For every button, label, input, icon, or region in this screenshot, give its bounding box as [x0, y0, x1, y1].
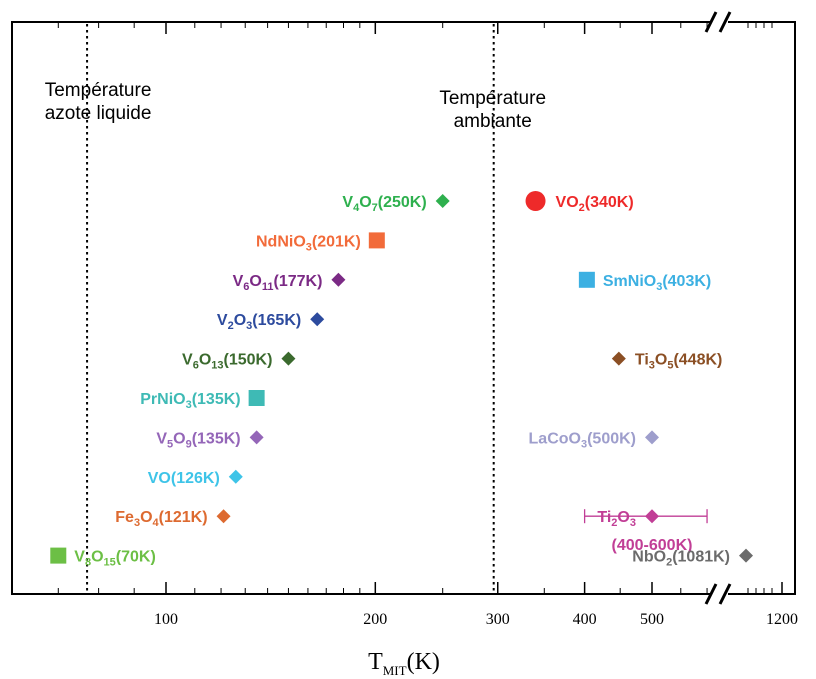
marker-diamond	[228, 469, 243, 484]
axis-break-slash	[704, 11, 718, 33]
marker-diamond	[611, 351, 626, 366]
marker-square	[368, 232, 385, 249]
point-fe3o4-121k: Fe3O4(121K)	[115, 509, 231, 529]
point-ti3o5-448k: Ti3O5(448K)	[611, 351, 723, 372]
point-v6o13-150k: V6O13(150K)	[182, 351, 296, 372]
point-label: Ti2O3	[597, 509, 636, 529]
marker-diamond	[281, 351, 296, 366]
axis-break-gap	[712, 591, 728, 597]
point-label: V6O13(150K)	[182, 352, 272, 372]
marker-diamond	[216, 509, 231, 524]
axis-break-slash	[704, 583, 718, 605]
reference-lines: Température azote liquide Température ambia…	[45, 24, 546, 594]
point-nbo2-1081k: NbO2(1081K)	[632, 548, 753, 569]
x-axis-title: TMIT(K)	[368, 649, 440, 678]
plot-frame	[11, 21, 796, 595]
point-ndnio3-201k: NdNiO3(201K)	[256, 232, 385, 253]
point-v2o3-165k: V2O3(165K)	[217, 312, 325, 332]
marker-square	[578, 271, 595, 288]
marker-diamond	[435, 194, 450, 208]
point-label: VO(126K)	[148, 470, 220, 487]
point-smnio3-403k: SmNiO3(403K)	[578, 271, 711, 293]
axis-break-gap	[712, 19, 728, 25]
marker-diamond	[331, 272, 346, 287]
point-v4o7-250k: V4O7(250K)	[342, 194, 450, 214]
point-label: VO2(340K)	[556, 194, 634, 214]
point-v5o9-135k: V5O9(135K)	[156, 430, 264, 450]
point-label: LaCoO3(500K)	[529, 430, 636, 450]
x-axis: 100 200 300 400 500 1200	[57, 22, 798, 628]
marker-diamond	[645, 509, 659, 524]
x-tick-label-400: 400	[573, 611, 597, 628]
point-lacoo3-500k: LaCoO3(500K)	[529, 430, 659, 450]
marker-diamond	[739, 548, 753, 563]
point-label: V2O3(165K)	[217, 312, 301, 332]
point-label: NbO2(1081K)	[632, 549, 730, 569]
point-vo2-340k: VO2(340K)	[525, 191, 634, 214]
point-v6o11-177k: V6O11(177K)	[233, 272, 346, 293]
point-label: NdNiO3(201K)	[256, 233, 361, 253]
marker-circle	[525, 191, 546, 211]
point-label: V5O9(135K)	[156, 430, 240, 450]
point-label: SmNiO3(403K)	[603, 273, 711, 293]
point-label: PrNiO3(135K)	[140, 391, 240, 411]
x-tick-label-100: 100	[154, 611, 178, 628]
point-v8o15-70k: V8O15(70K)	[50, 547, 156, 569]
point-vo-126k: VO(126K)	[148, 469, 243, 487]
marker-diamond	[249, 430, 264, 445]
point-prnio3-135k: PrNiO3(135K)	[140, 390, 265, 411]
point-label: V6O11(177K)	[233, 273, 323, 293]
x-tick-label-300: 300	[486, 611, 510, 628]
x-tick-label-1200: 1200	[766, 611, 798, 628]
point-label: Ti3O5(448K)	[635, 352, 723, 372]
reference-label-1: Température azote liquide	[45, 80, 152, 124]
marker-diamond	[310, 312, 325, 327]
x-tick-label-200: 200	[363, 611, 387, 628]
point-label: V4O7(250K)	[342, 194, 426, 214]
reference-label-2: Température ambiante	[439, 88, 546, 132]
point-label: V8O15(70K)	[74, 549, 156, 569]
marker-square	[50, 547, 67, 564]
axis-break-slash	[718, 11, 732, 33]
range-label: (400-600K)	[612, 537, 693, 554]
axis-break-slash	[718, 583, 732, 605]
point-label: Fe3O4(121K)	[115, 509, 207, 529]
x-tick-label-500: 500	[640, 611, 664, 628]
axis-break	[704, 11, 732, 605]
marker-diamond	[645, 430, 659, 445]
point-ti2o3: (400-600K) Ti2O3	[583, 509, 708, 554]
marker-square	[248, 390, 265, 406]
data-points: V4O7(250K) VO2(340K) NdNiO3(201K) V6O11(177…	[50, 191, 753, 569]
